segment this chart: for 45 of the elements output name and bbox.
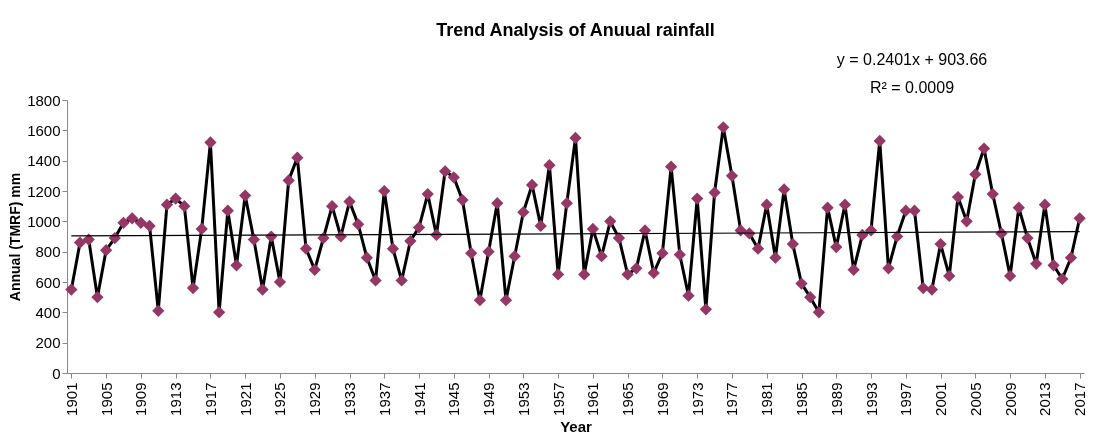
x-tick-label: 1997 [897, 382, 915, 416]
y-tick-label: 1800 [27, 91, 61, 109]
x-tick-label: 1989 [827, 382, 845, 416]
text: y = 0.2401x + 903.66 [836, 51, 988, 68]
y-tick-label: 1400 [27, 152, 61, 170]
y-tick-label: 1000 [27, 212, 61, 230]
x-tick-label: 1973 [688, 382, 706, 416]
x-tick-label: 1977 [723, 382, 741, 416]
x-tick-label: 1937 [375, 382, 393, 416]
x-tick-label: 1993 [862, 382, 880, 416]
x-tick-label: 2001 [932, 382, 950, 416]
x-axis-title: Year [560, 417, 593, 435]
x-tick-label: 1901 [62, 382, 80, 416]
x-tick-label: 1961 [584, 382, 602, 416]
y-axis-title: Annual (TMRF) mm [7, 172, 24, 302]
x-tick-label: 1925 [271, 382, 289, 416]
x-tick-label: 1921 [236, 382, 254, 416]
y-tick-label: 1200 [27, 182, 61, 200]
x-tick-label: 1913 [167, 382, 185, 416]
x-tick-label: 2005 [966, 382, 984, 416]
x-tick-label: 1981 [758, 382, 776, 416]
x-tick-label: 1969 [653, 382, 671, 416]
x-tick-label: 1953 [514, 382, 532, 416]
x-tick-label: 1917 [201, 382, 219, 416]
x-tick-label: 1905 [97, 382, 115, 416]
y-tick-label: 200 [35, 334, 61, 352]
x-tick-label: 1933 [341, 382, 358, 416]
x-tick-label: 1941 [410, 382, 428, 416]
x-tick-label: 2013 [1036, 382, 1054, 416]
y-tick-label: 1600 [27, 121, 61, 139]
x-tick-label: 1945 [445, 382, 463, 416]
y-tick-label: 600 [35, 273, 61, 291]
y-tick-label: 400 [35, 303, 61, 321]
chart-title: Trend Analysis of Anuual rainfall [436, 20, 715, 40]
x-tick-label: 1929 [306, 382, 324, 416]
x-tick-label: 1949 [480, 382, 498, 416]
text: R² = 0.0009 [869, 79, 955, 96]
y-tick-label: 800 [35, 243, 61, 261]
x-tick-label: 1957 [549, 382, 567, 416]
x-tick-label: 1965 [619, 382, 637, 416]
x-tick-label: 2017 [1071, 382, 1089, 416]
x-tick-label: 1985 [793, 382, 810, 416]
x-tick-label: 2009 [1001, 382, 1019, 416]
x-tick-label: 1909 [132, 382, 150, 416]
y-tick-label: 0 [52, 364, 61, 382]
